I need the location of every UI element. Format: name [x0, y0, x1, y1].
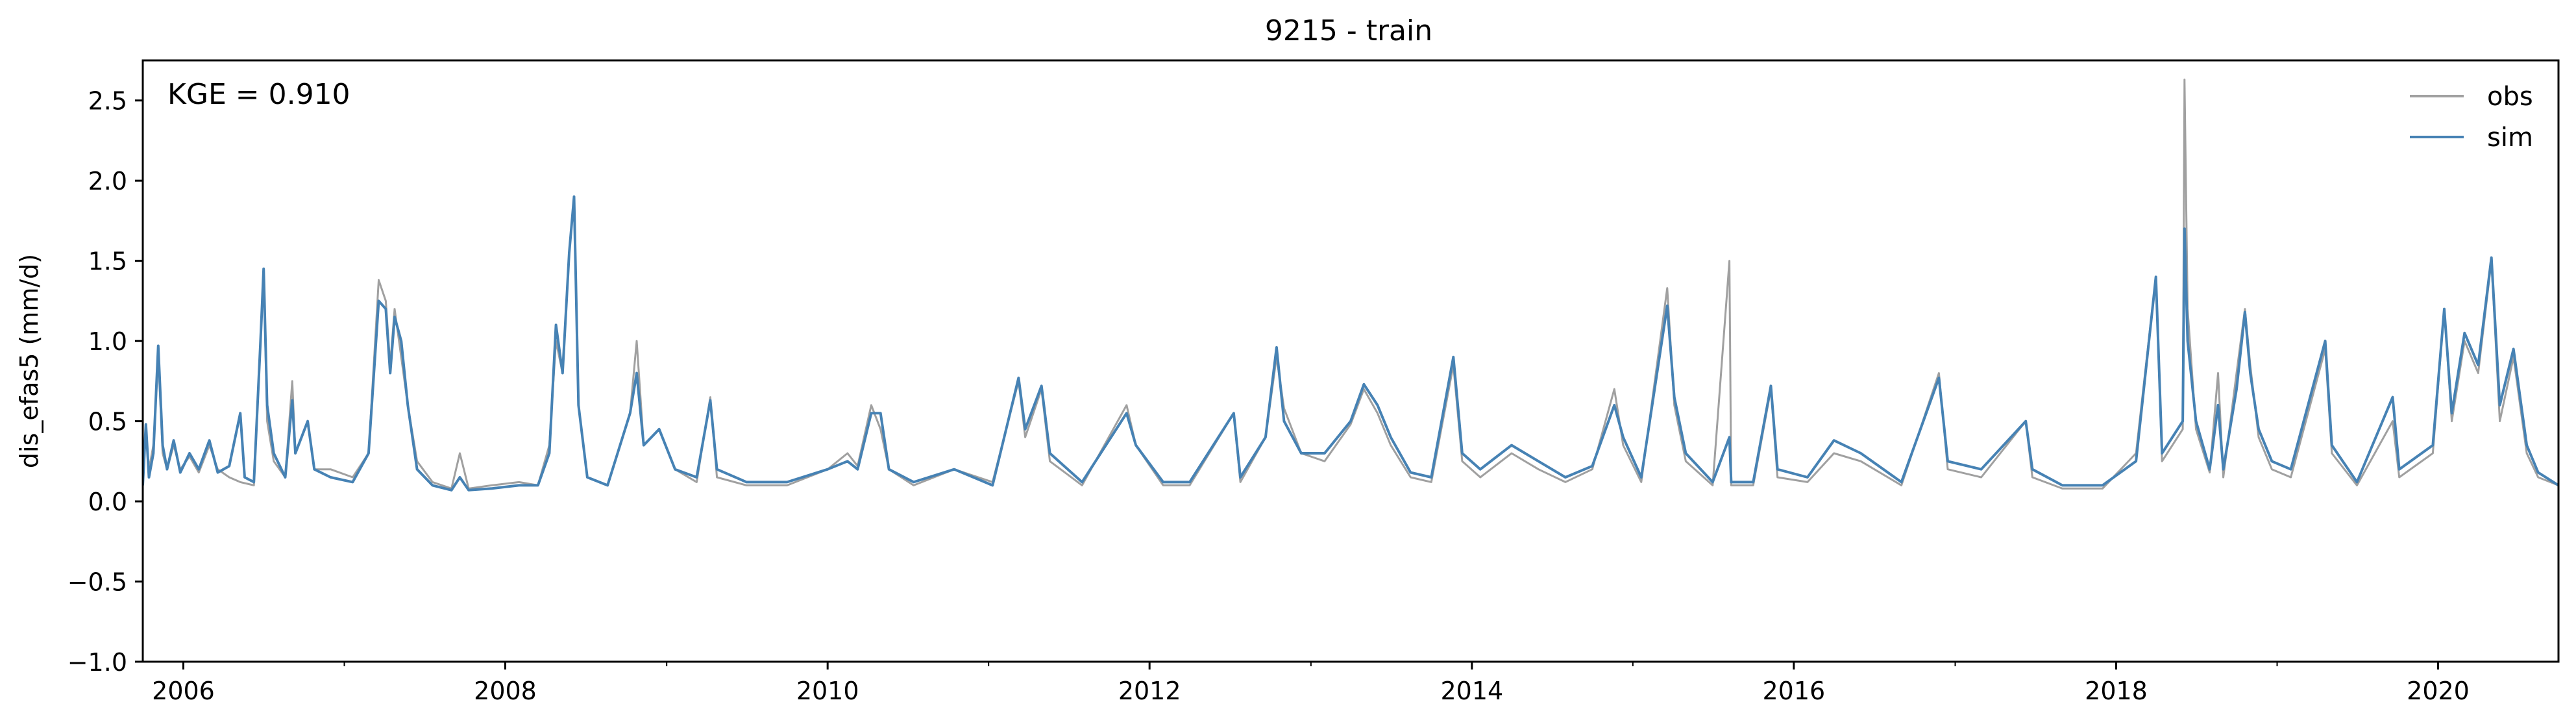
x-tick-label: 2010 — [796, 677, 859, 705]
y-tick-label: −1.0 — [67, 648, 127, 677]
plot-area — [143, 79, 2558, 492]
series-line-sim — [143, 195, 2558, 492]
chart-title: 9215 - train — [1265, 14, 1432, 47]
y-tick-label: 2.5 — [88, 87, 127, 116]
x-axis: 2006 2008 2010 2012 2014 2016 2018 2020 — [152, 662, 2470, 705]
legend-obs-label: obs — [2487, 82, 2533, 112]
x-tick-label: 2012 — [1118, 677, 1181, 705]
y-tick-label: 0.5 — [88, 408, 127, 436]
x-tick-label: 2008 — [474, 677, 537, 705]
y-tick-label: 1.5 — [88, 247, 127, 276]
legend: obs sim — [2410, 82, 2533, 153]
x-tick-label: 2014 — [1440, 677, 1503, 705]
x-tick-label: 2020 — [2407, 677, 2470, 705]
y-tick-label: 2.0 — [88, 167, 127, 195]
x-tick-label: 2016 — [1762, 677, 1825, 705]
legend-sim-label: sim — [2487, 123, 2533, 153]
y-axis-label: dis_efas5 (mm/d) — [15, 254, 43, 468]
y-tick-label: 0.0 — [88, 488, 127, 516]
y-tick-label: 1.0 — [88, 327, 127, 356]
y-tick-label: −0.5 — [67, 568, 127, 597]
x-tick-label: 2006 — [152, 677, 215, 705]
kge-annotation: KGE = 0.910 — [167, 78, 350, 111]
y-axis: −1.0 −0.5 0.0 0.5 1.0 1.5 2.0 2.5 — [67, 87, 143, 677]
plot-frame — [141, 59, 2560, 663]
x-tick-label: 2018 — [2085, 677, 2148, 705]
